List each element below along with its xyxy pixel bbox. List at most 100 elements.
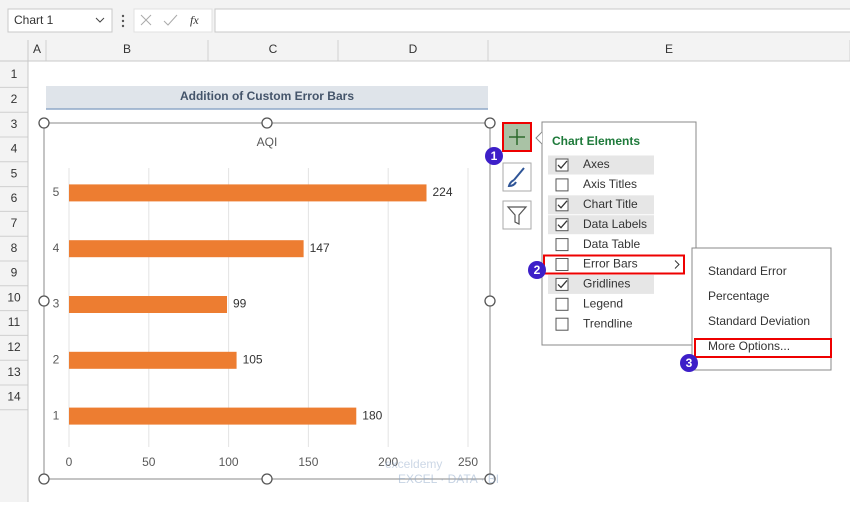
x-tick-label: 150 xyxy=(298,455,318,469)
column-header: A xyxy=(33,42,41,56)
column-header: C xyxy=(269,42,278,56)
cancel-icon[interactable] xyxy=(140,14,152,26)
step-number: 1 xyxy=(491,149,498,163)
y-tick-label: 2 xyxy=(53,352,60,366)
menu-option[interactable]: More Options... xyxy=(708,339,790,353)
dropdown-arrow xyxy=(95,17,105,23)
bar xyxy=(69,240,304,258)
step-number: 2 xyxy=(534,263,541,277)
resize-handle[interactable] xyxy=(38,117,50,129)
menu-option[interactable]: Standard Error xyxy=(708,264,787,278)
checkmark xyxy=(557,220,568,229)
bar xyxy=(69,296,228,313)
name-box-text: Chart 1 xyxy=(14,13,54,27)
resize-handle[interactable] xyxy=(484,117,496,129)
element-label[interactable]: Gridlines xyxy=(583,277,630,291)
checkmark xyxy=(557,279,568,289)
row-header: 2 xyxy=(11,92,18,106)
fx-icon[interactable]: fx xyxy=(190,13,199,27)
chart-title: AQI xyxy=(257,135,278,149)
brush-icon xyxy=(507,167,525,188)
checkbox[interactable] xyxy=(555,178,569,192)
element-label[interactable]: Chart Title xyxy=(583,197,638,211)
column-header: B xyxy=(123,42,131,56)
checkbox[interactable] xyxy=(555,258,569,271)
data-label: 224 xyxy=(433,185,453,199)
row-header: 4 xyxy=(11,142,18,156)
row-header: 14 xyxy=(7,390,21,404)
step-badge xyxy=(680,354,698,372)
x-tick-label: 250 xyxy=(458,455,478,469)
menu-option[interactable]: Percentage xyxy=(708,289,770,303)
enter-icon[interactable] xyxy=(163,14,178,26)
more-dots xyxy=(121,14,125,28)
checkbox[interactable] xyxy=(555,297,569,311)
item-highlight xyxy=(548,215,654,235)
panel-title: Chart Elements xyxy=(552,134,640,148)
checkbox[interactable] xyxy=(555,218,569,232)
x-tick-label: 200 xyxy=(378,455,398,469)
element-label[interactable]: Trendline xyxy=(583,316,633,330)
column-header-bg xyxy=(0,40,850,61)
menu-option[interactable]: Standard Deviation xyxy=(708,314,810,328)
row-header: 13 xyxy=(7,365,21,379)
data-label: 147 xyxy=(310,241,330,255)
element-label[interactable]: Data Labels xyxy=(583,217,647,231)
item-highlight xyxy=(548,155,654,175)
y-tick-label: 4 xyxy=(53,241,60,255)
checkbox[interactable] xyxy=(555,317,569,331)
submenu-arrow xyxy=(674,260,680,269)
row-header: 10 xyxy=(7,290,21,304)
resize-handle[interactable] xyxy=(38,295,50,307)
item-highlight xyxy=(548,274,654,294)
panel-pointer xyxy=(535,131,543,145)
chart-filters-button[interactable] xyxy=(502,200,532,230)
y-tick-label: 1 xyxy=(53,408,60,422)
element-label[interactable]: Legend xyxy=(583,296,623,310)
formula-input[interactable] xyxy=(214,8,850,33)
resize-handle[interactable] xyxy=(261,117,273,129)
step-number: 3 xyxy=(686,356,693,370)
data-label: 105 xyxy=(243,352,263,366)
resize-handle[interactable] xyxy=(38,473,50,485)
checkbox[interactable] xyxy=(555,198,569,212)
checkbox[interactable] xyxy=(555,158,569,172)
row-header: 3 xyxy=(11,117,18,131)
step-badge xyxy=(485,147,503,165)
resize-handle[interactable] xyxy=(261,473,273,485)
x-tick-label: 100 xyxy=(219,455,239,469)
checkbox[interactable] xyxy=(555,238,569,252)
title-cell xyxy=(46,86,488,109)
column-header: E xyxy=(665,42,673,56)
row-header: 12 xyxy=(7,340,21,354)
x-tick-label: 0 xyxy=(66,455,73,469)
highlight-box xyxy=(694,338,832,358)
bar xyxy=(69,407,357,425)
row-header-bg xyxy=(0,61,28,502)
formula-buttons xyxy=(133,8,213,33)
y-tick-label: 5 xyxy=(53,185,60,199)
data-label: 180 xyxy=(362,408,382,422)
data-label: 99 xyxy=(233,297,247,311)
column-header: D xyxy=(409,42,418,56)
name-box[interactable] xyxy=(7,8,113,33)
resize-handle[interactable] xyxy=(484,295,496,307)
element-label[interactable]: Axes xyxy=(583,157,610,171)
element-label[interactable]: Axis Titles xyxy=(583,177,637,191)
element-label[interactable]: Data Table xyxy=(583,237,640,251)
resize-handle[interactable] xyxy=(484,473,496,485)
error-bars-menu xyxy=(691,247,832,371)
step-badge xyxy=(528,261,546,279)
checkbox[interactable] xyxy=(555,277,569,291)
bar xyxy=(69,184,427,202)
y-tick-label: 3 xyxy=(53,297,60,311)
bar xyxy=(69,351,237,369)
plus-icon xyxy=(509,129,525,145)
row-header: 1 xyxy=(11,67,18,81)
row-header: 6 xyxy=(11,191,18,205)
element-label[interactable]: Error Bars xyxy=(583,257,638,271)
watermark: exceldemy xyxy=(385,457,442,471)
filter-icon xyxy=(506,206,528,225)
row-header: 9 xyxy=(11,266,18,280)
